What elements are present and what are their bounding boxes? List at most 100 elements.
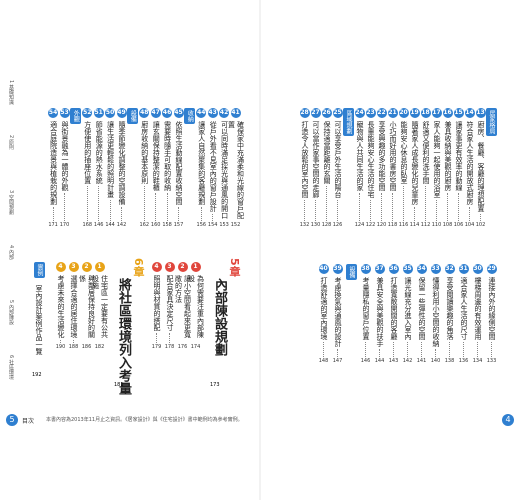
toc-entry: 46 需要時隨手可取的收納 158	[162, 108, 173, 228]
entry-page: 182	[94, 344, 105, 350]
entry-number: 49	[116, 108, 127, 118]
entry-title: 可以同時滿足採光與通風的開口	[220, 121, 229, 219]
entry-number: 34	[416, 264, 427, 274]
toc-entry: 1 住宅區一定要有公共設施 182	[92, 262, 109, 350]
toc-entry: 39 考慮換氣與通風的設計 147	[332, 264, 343, 364]
entry-title: 讓小空間看起來更寬敞的方法	[174, 275, 192, 338]
leader	[403, 186, 404, 221]
leader	[414, 207, 415, 221]
entry-number: 50	[105, 108, 116, 118]
entry-page: 143	[388, 358, 399, 364]
toc-entry: 24 寵物與人共同生活的家 124	[354, 108, 365, 228]
entry-page: 142	[116, 222, 127, 228]
section-tag: 設備	[346, 264, 357, 280]
entry-page: 128	[321, 222, 332, 228]
chapter-title: 內部陳設規劃	[212, 278, 227, 356]
entry-page: 140	[430, 358, 441, 364]
entry-page: 158	[162, 222, 172, 228]
leader	[463, 342, 464, 357]
entry-title: 住宅區一定要有公共設施	[91, 275, 109, 338]
footer-note: 本書內容為2013年11月止之資訊。《居家設計》與《住宅設計》書中範例均為參考實…	[46, 417, 243, 423]
entry-number: 30	[472, 264, 483, 274]
toc-entry: 53 與街景融為一體的外觀 170	[59, 108, 70, 228]
leader	[458, 193, 459, 221]
page-number: 4	[502, 414, 514, 426]
entry-page: 146	[360, 358, 371, 364]
section-tag: 區域規劃	[343, 108, 354, 136]
chapter-label: 5章	[228, 258, 241, 277]
entry-number: 32	[444, 264, 455, 274]
entry-number: 3	[68, 262, 79, 272]
entry-title: 考慮換氣與通風的設計	[334, 277, 342, 347]
toc-entry: 35 讓光線充分進入室內 142	[402, 264, 413, 364]
entry-title: 打造令人放鬆的室內空間	[301, 121, 309, 198]
toc-entry: 18 舒適又便利的洗手間 112	[420, 108, 431, 228]
leader	[52, 207, 54, 221]
entry-number: 33	[430, 264, 441, 274]
entry-number: 47	[150, 108, 161, 118]
leader	[109, 200, 111, 221]
toc-entry: 45 依照生活動線配置收納空間 157	[173, 108, 184, 228]
toc-entry: 17 家人能夠一起使用的浴室 110	[431, 108, 442, 228]
entry-number: 18	[420, 108, 431, 118]
leader	[143, 186, 145, 221]
toc-entry: 3 配合家具決定尺寸 178	[164, 262, 175, 350]
toc-entry: 21 小巧而好用的書房空間 118	[387, 108, 398, 228]
entry-page: 141	[416, 358, 427, 364]
entry-title: 讓光線充分進入室內	[404, 277, 412, 340]
entry-page: 168	[82, 222, 93, 228]
toc-entry: 23 長輩能夠安心生活的住宅 122	[365, 108, 376, 228]
entry-page: 176	[177, 344, 188, 350]
entry-page: 186	[81, 344, 92, 350]
leader	[393, 342, 394, 357]
entry-title: 小巧而好用的書房空間	[389, 121, 397, 191]
entry-title: 從戶外看不見室內的窗戶設計	[209, 121, 218, 212]
entry-page: 134	[472, 358, 483, 364]
toc-entry: 29 連接內外的緣側空間 133	[486, 264, 497, 364]
leader	[359, 193, 360, 221]
index-item: 6 社區環境	[8, 355, 14, 380]
leader	[365, 342, 366, 357]
leader	[392, 193, 393, 221]
entry-page: 153	[219, 222, 229, 228]
leader	[60, 340, 61, 343]
toc-entry: 22 享受興趣的多功能空間 120	[376, 108, 387, 228]
toc-entry: 54 適合庭院造景與植栽的規劃 171	[48, 108, 59, 228]
entry-title: 打造寬敞開闊的客廳	[390, 277, 398, 340]
leader	[200, 207, 202, 221]
toc-entry: 4 照明與材質的搭配 179	[151, 262, 162, 350]
entry-page: 122	[365, 222, 376, 228]
chapter-page: 173	[210, 382, 220, 388]
toc-entry: 33 懂得利用小空間的收納 140	[430, 264, 441, 364]
gutter	[259, 0, 261, 500]
entry-title: 讓家事更有效率的動線	[455, 121, 463, 191]
toc-entry: 2 讓小空間看起來更寬敞的方法 176	[175, 262, 192, 350]
entry-page: 120	[376, 222, 387, 228]
toc-entry: 42 可以同時滿足採光與通風的開口 153	[219, 108, 230, 228]
leader	[98, 186, 100, 221]
entry-page: 132	[299, 222, 310, 228]
entry-number: 48	[139, 108, 150, 118]
entry-title: 樓梯周邊的有效運用	[474, 277, 482, 340]
toc-entry: 51 節省能源的熱水系統 146	[93, 108, 104, 228]
entry-number: 54	[48, 108, 59, 118]
entry-title: 適合庭院造景與植栽的規劃	[49, 121, 58, 205]
toc-entry: 49 隨季節變化調整的空調設備 142	[116, 108, 127, 228]
toc-entry: 30 樓梯周邊的有效運用 134	[472, 264, 483, 364]
toc-entry: 44 讓家人自然聚集的客廳規劃 156	[196, 108, 207, 228]
entry-title: 為何需要注重內部陳設	[187, 275, 205, 338]
entry-title: 長輩能夠安心生活的住宅	[367, 121, 375, 198]
entry-page: 190	[55, 344, 66, 350]
entry-number: 24	[354, 108, 365, 118]
entry-number: 1	[94, 262, 105, 272]
entry-page: 124	[354, 222, 365, 228]
entry-page: 147	[332, 358, 343, 364]
entry-title: 廚房收納的基本原則	[140, 121, 149, 184]
entry-title: 可以享受戶外生活的陽台	[334, 121, 342, 198]
toc-entry: 2 與鄰居保持良好的關係 186	[79, 262, 96, 350]
entry-number: 46	[162, 108, 173, 118]
entry-number: 45	[173, 108, 184, 118]
entry-number: 35	[402, 264, 413, 274]
leader	[447, 193, 448, 221]
